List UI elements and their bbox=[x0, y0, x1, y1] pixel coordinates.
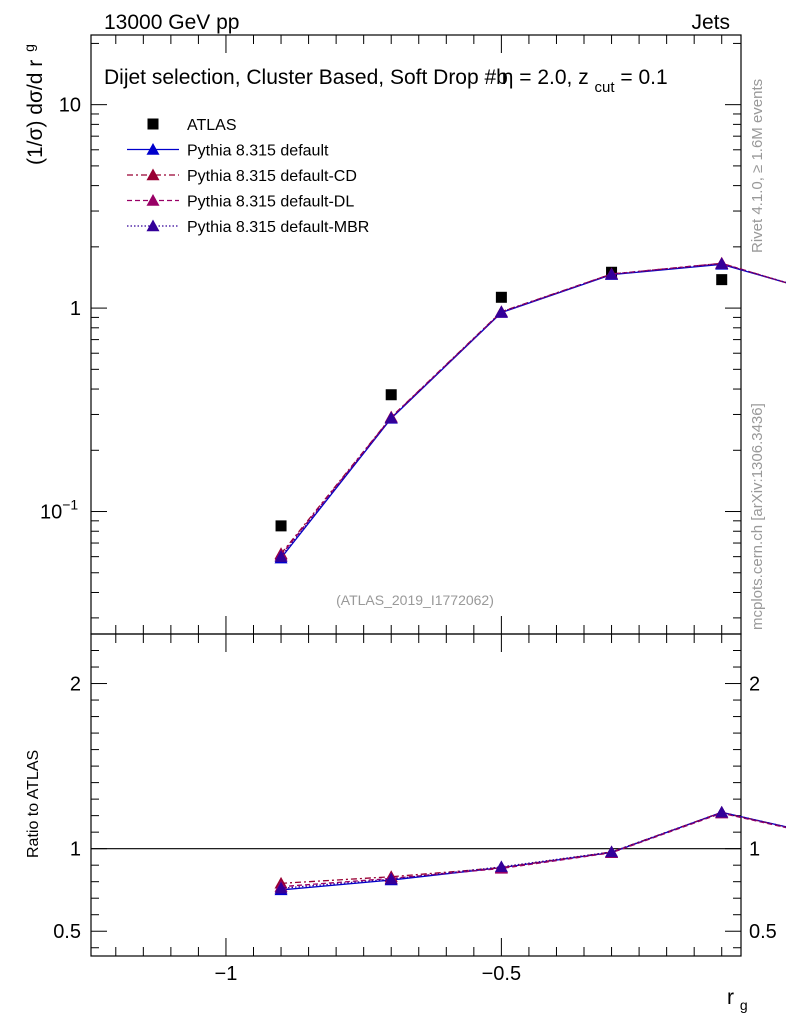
rivet-label: Rivet 4.1.0, ≥ 1.6M events bbox=[749, 79, 766, 253]
series-marker-dotted bbox=[605, 267, 619, 280]
atlas-data-point bbox=[716, 274, 728, 286]
ratio-y-tick-label-right: 2 bbox=[749, 674, 760, 696]
ratio-axes: 0.5 0.5 1 1 2 2 −1 −0.5 bbox=[53, 634, 777, 985]
series-marker-dotted bbox=[384, 411, 398, 424]
x-tick-label: −1 bbox=[215, 963, 238, 985]
y-tick-label: 1 bbox=[70, 298, 81, 320]
ratio-marker-dotted bbox=[494, 860, 508, 873]
y-tick-label: 10 bbox=[59, 95, 81, 117]
legend-label: Pythia 8.315 default-DL bbox=[187, 194, 354, 211]
plot-title-main: Dijet selection, Cluster Based, Soft Dro… bbox=[104, 66, 508, 89]
legend-label: Pythia 8.315 default bbox=[187, 143, 329, 160]
ratio-marker-dotted bbox=[274, 881, 288, 894]
legend-marker-dashdot bbox=[146, 168, 160, 181]
ratio-plot-frame bbox=[90, 633, 742, 957]
source-label: mcplots.cern.ch [arXiv:1306.3436] bbox=[749, 403, 766, 630]
ratio-marker-dotted bbox=[715, 805, 729, 818]
series-line-dotted bbox=[280, 263, 786, 558]
y-axis-label-ratio: Ratio to ATLAS bbox=[25, 750, 42, 858]
y-tick-label: 10−1 bbox=[40, 497, 78, 524]
main-series bbox=[274, 256, 786, 564]
series-marker-dotted bbox=[715, 257, 729, 270]
y-axis-label-top: (1/σ) dσ/d r g bbox=[21, 44, 47, 165]
plot-title-eta: η = 2.0, z bbox=[502, 66, 589, 89]
ratio-y-tick-label-right: 1 bbox=[749, 839, 760, 861]
legend-marker-dotted bbox=[146, 219, 160, 232]
atlas-data-point bbox=[275, 520, 287, 532]
ratio-y-tick-label-left: 0.5 bbox=[53, 921, 81, 943]
legend-marker-dashed bbox=[146, 194, 160, 206]
ratio-line-dotted bbox=[280, 811, 786, 889]
ratio-line-dashdot bbox=[281, 811, 786, 884]
ratio-y-tick-label-right: 0.5 bbox=[749, 921, 777, 943]
atlas-data-point bbox=[495, 291, 507, 303]
ratio-line-dashed bbox=[280, 812, 786, 888]
plot-title-cut-value: = 0.1 bbox=[620, 66, 667, 89]
legend-marker-solid bbox=[146, 143, 160, 155]
series-line-solid bbox=[280, 263, 786, 559]
x-tick-label: −0.5 bbox=[482, 963, 521, 985]
legend-marker-atlas bbox=[147, 118, 159, 130]
y-tick-label-exp: −1 bbox=[62, 497, 78, 513]
plot-title: Dijet selection, Cluster Based, Soft Dro… bbox=[104, 66, 668, 97]
ratio-series bbox=[274, 805, 786, 896]
y-tick-label-base: 10 bbox=[40, 502, 62, 524]
atlas-data-point bbox=[385, 389, 397, 401]
ratio-marker-dotted bbox=[384, 872, 398, 885]
x-axis-label: r g bbox=[727, 986, 748, 1013]
legend-label: ATLAS bbox=[187, 117, 237, 134]
legend-label: Pythia 8.315 default-CD bbox=[187, 168, 357, 185]
energy-label: 13000 GeV pp bbox=[104, 11, 239, 34]
legend-label: Pythia 8.315 default-MBR bbox=[187, 219, 369, 236]
series-marker-dotted bbox=[494, 305, 508, 318]
category-label: Jets bbox=[691, 11, 730, 34]
y-axis-label-main: (1/σ) dσ/d r bbox=[24, 60, 47, 165]
y-axis-label-sub: g bbox=[21, 44, 37, 52]
x-axis-label-sub: g bbox=[740, 997, 748, 1013]
ratio-marker-dotted bbox=[605, 845, 619, 858]
series-line-dashdot bbox=[280, 262, 786, 555]
series-line-dashed bbox=[280, 262, 786, 556]
legend: ATLAS Pythia 8.315 default Pythia 8.315 de… bbox=[127, 117, 369, 236]
ratio-y-tick-label-left: 1 bbox=[70, 839, 81, 861]
series-marker-dotted bbox=[274, 550, 288, 562]
analysis-label: (ATLAS_2019_I1772062) bbox=[336, 592, 494, 608]
ratio-y-tick-label-left: 2 bbox=[70, 674, 81, 696]
x-axis-label-main: r bbox=[727, 986, 734, 1009]
plot-title-cut-sub: cut bbox=[595, 79, 616, 96]
